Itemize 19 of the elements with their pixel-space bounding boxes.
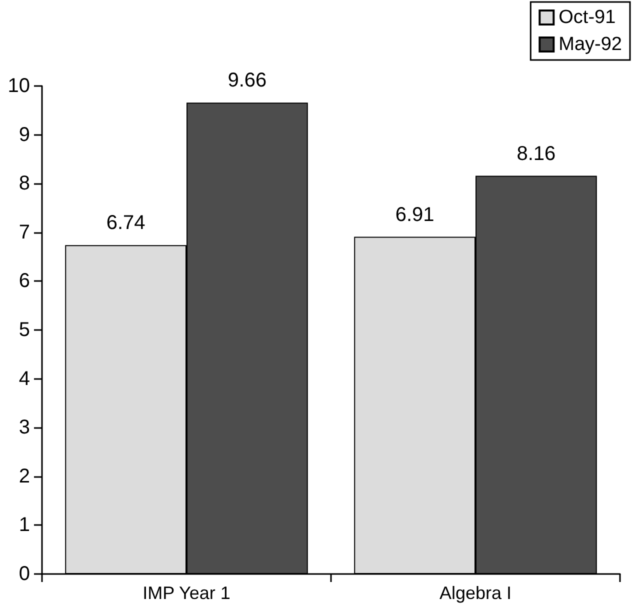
y-tick-label: 7 (18, 221, 30, 244)
x-tick-label: Algebra I (439, 583, 512, 603)
x-tick-label: IMP Year 1 (142, 583, 230, 603)
y-tick-label: 5 (18, 319, 30, 341)
y-tick-label: 10 (8, 75, 30, 97)
data-label: 8.16 (516, 142, 556, 165)
data-label: 9.66 (228, 70, 267, 92)
y-tick-label: 1 (18, 514, 30, 536)
y-tick-label: 9 (18, 124, 30, 146)
legend-label: May-92 (558, 34, 622, 55)
y-tick-label: 3 (18, 416, 30, 439)
y-tick-label: 4 (18, 368, 30, 390)
legend-label: Oct-91 (558, 7, 616, 28)
y-tick-label: 8 (18, 172, 30, 195)
y-tick-label: 6 (18, 270, 30, 292)
y-tick-label: 0 (18, 563, 30, 585)
data-label: 6.74 (106, 212, 146, 234)
data-label: 6.91 (395, 204, 434, 226)
y-tick-label: 2 (18, 465, 30, 488)
